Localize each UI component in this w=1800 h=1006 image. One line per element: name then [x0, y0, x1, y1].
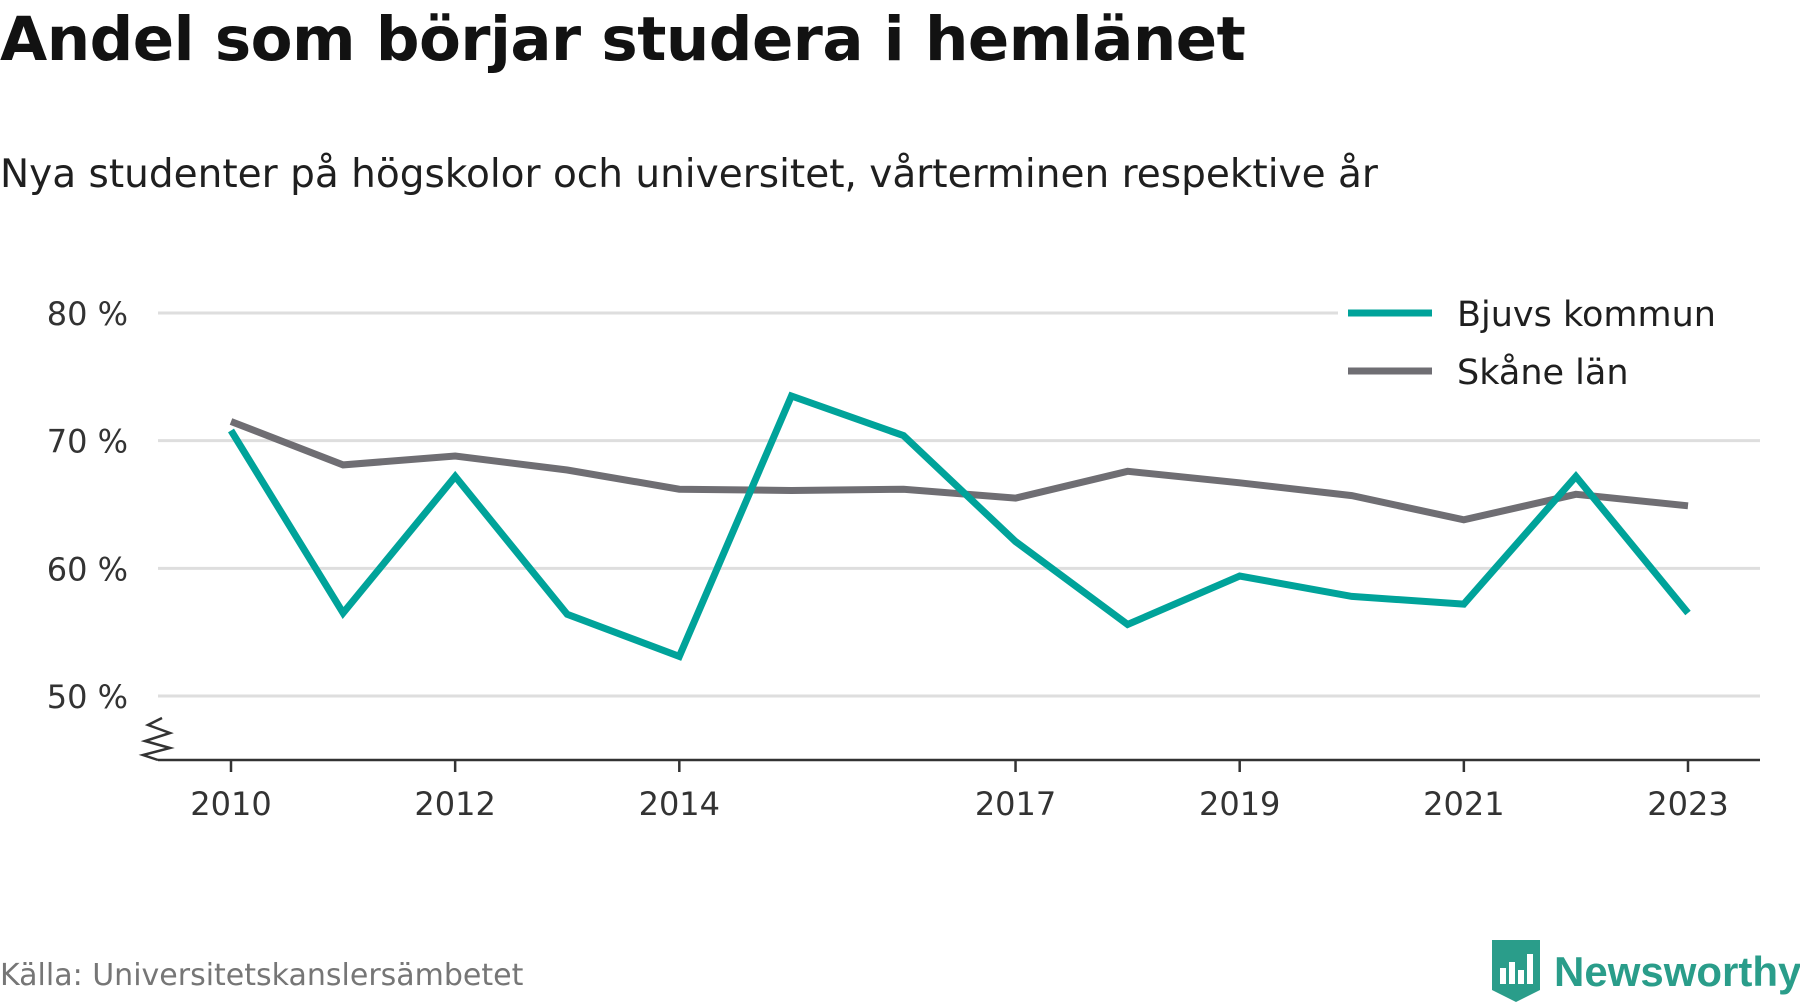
series-line-skane-lan: [229, 418, 1689, 524]
y-tick-label: 80 %: [47, 295, 128, 333]
brand-name: Newsworthy: [1554, 948, 1800, 995]
chart-subtitle: Nya studenter på högskolor och universit…: [0, 152, 1378, 197]
y-tick-label: 50 %: [47, 678, 128, 716]
brand-logo: Newsworthy: [1492, 938, 1800, 1006]
x-tick-label: 2019: [1199, 785, 1280, 823]
x-tick-label: 2010: [190, 785, 271, 823]
y-tick-labels: 50 % 60 % 70 % 80 %: [47, 295, 128, 716]
x-tick-label: 2021: [1423, 785, 1504, 823]
series-line-bjuvs-kommun: [228, 391, 1691, 661]
x-tick-label: 2023: [1647, 785, 1728, 823]
x-tick-label: 2017: [975, 785, 1056, 823]
axes: [138, 716, 1760, 772]
legend-label: Bjuvs kommun: [1457, 295, 1716, 335]
x-tick-label: 2012: [414, 785, 495, 823]
chart-title: Andel som börjar studera i hemlänet: [0, 4, 1246, 75]
y-tick-label: 60 %: [47, 550, 128, 588]
x-tick-label: 2014: [639, 785, 720, 823]
x-tick-labels: 2010 2012 2014 2017 2019 2021 2023: [190, 785, 1728, 823]
bar-chart-badge-icon: [1492, 940, 1540, 1002]
series-lines: [228, 391, 1691, 661]
source-note: Källa: Universitetskanslersämbetet: [0, 958, 524, 993]
legend-label: Skåne län: [1457, 352, 1629, 393]
legend: Bjuvs kommun Skåne län: [1338, 295, 1766, 393]
axis-break-icon: [138, 716, 175, 762]
y-tick-label: 70 %: [47, 423, 128, 461]
